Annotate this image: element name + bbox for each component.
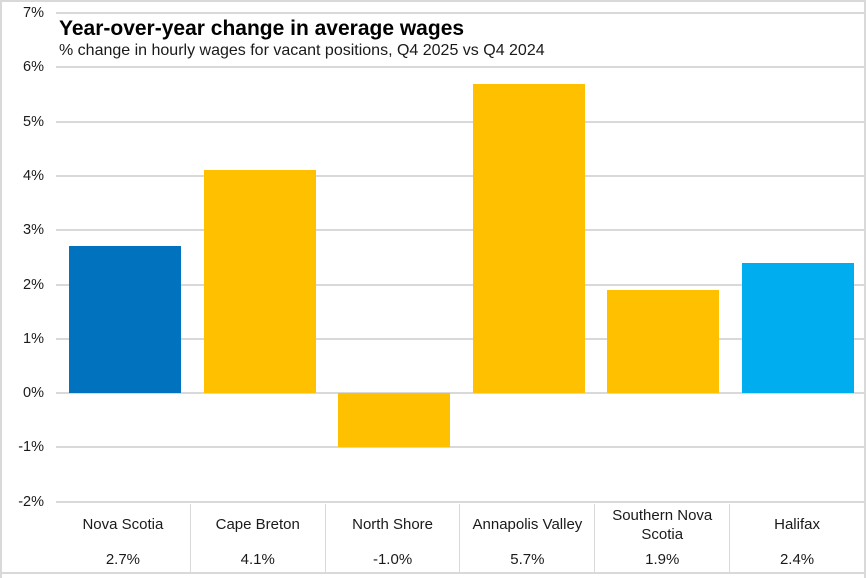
category-label: Southern Nova Scotia xyxy=(612,506,713,544)
category-column-north-shore: North Shore -1.0% xyxy=(324,504,460,572)
category-value: 2.4% xyxy=(779,550,815,568)
y-axis-tick-3-: 3% xyxy=(23,222,44,239)
category-column-annapolis-valley: Annapolis Valley 5.7% xyxy=(459,504,594,572)
category-label: North Shore xyxy=(352,516,433,534)
bar-annapolis-valley xyxy=(472,83,585,394)
y-axis-tick-0-: 0% xyxy=(23,385,44,402)
gridline-6- xyxy=(56,66,864,69)
chart-title: Year-over-year change in average wages xyxy=(59,17,465,40)
category-value: 4.1% xyxy=(240,550,275,568)
y-axis-tick-6-: 6% xyxy=(23,59,44,76)
gridline-0- xyxy=(56,392,864,395)
gridline-7- xyxy=(56,12,864,14)
category-value: -1.0% xyxy=(372,550,413,568)
category-label: Annapolis Valley xyxy=(472,516,583,534)
y-axis-tick-5-: 5% xyxy=(23,113,44,130)
bar-nova-scotia xyxy=(69,246,182,394)
y-axis-tick-1-: 1% xyxy=(23,330,44,347)
gridline--2- xyxy=(56,500,864,503)
category-value: 1.9% xyxy=(645,550,680,568)
bar-north-shore xyxy=(338,393,451,448)
bar-halifax xyxy=(741,262,854,394)
gridline-1- xyxy=(56,337,864,340)
gridline-5- xyxy=(56,120,864,123)
category-value: 2.7% xyxy=(105,550,141,568)
y-axis-tick--2-: -2% xyxy=(18,493,44,510)
category-axis-table: Nova Scotia 2.7% Cape Breton 4.1% North Shor… xyxy=(56,504,864,572)
table-bottom-border xyxy=(2,572,864,574)
gridline--1- xyxy=(56,446,864,449)
chart-subtitle: % change in hourly wages for vacant posi… xyxy=(59,42,545,59)
category-column-nova-scotia: Nova Scotia 2.7% xyxy=(56,504,190,572)
gridline-3- xyxy=(56,229,864,232)
y-axis-tick-4-: 4% xyxy=(23,167,44,184)
y-axis-tick-2-: 2% xyxy=(23,276,44,293)
gridline-4- xyxy=(56,174,864,177)
category-column-southern-nova-scotia: Southern Nova Scotia 1.9% xyxy=(594,504,729,572)
category-column-halifax: Halifax 2.4% xyxy=(729,504,864,572)
category-label: Nova Scotia xyxy=(82,516,164,534)
y-axis-tick-7-: 7% xyxy=(23,5,44,21)
category-column-cape-breton: Cape Breton 4.1% xyxy=(189,504,325,572)
gridline-2- xyxy=(56,283,864,286)
category-label: Halifax xyxy=(774,516,820,534)
category-label: Cape Breton xyxy=(215,516,300,534)
y-axis-tick--1-: -1% xyxy=(18,439,44,456)
bar-cape-breton xyxy=(203,170,316,394)
category-value: 5.7% xyxy=(510,550,545,568)
bar-southern-nova-scotia xyxy=(607,289,720,394)
